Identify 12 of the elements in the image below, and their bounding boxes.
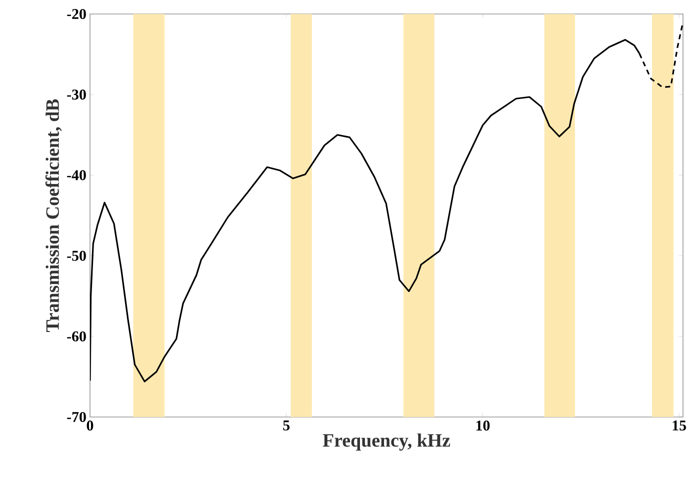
x-tick-label: 0 [86,420,94,431]
y-tick-label: -40 [67,170,86,180]
y-tick-label: -50 [67,250,86,261]
x-tick-label: 5 [283,420,290,430]
y-tick-label: -60 [67,331,86,342]
x-tick-label: 15 [672,420,686,431]
x-tick-label: 10 [476,420,490,431]
y-tick-label: -70 [67,412,86,422]
y-tick-label: -20 [67,8,86,20]
x-axis-title: Frequency, kHz [322,433,450,451]
y-tick-label: -30 [67,90,86,100]
y-axis-title: Transmission Coefficient, dB [45,99,62,332]
